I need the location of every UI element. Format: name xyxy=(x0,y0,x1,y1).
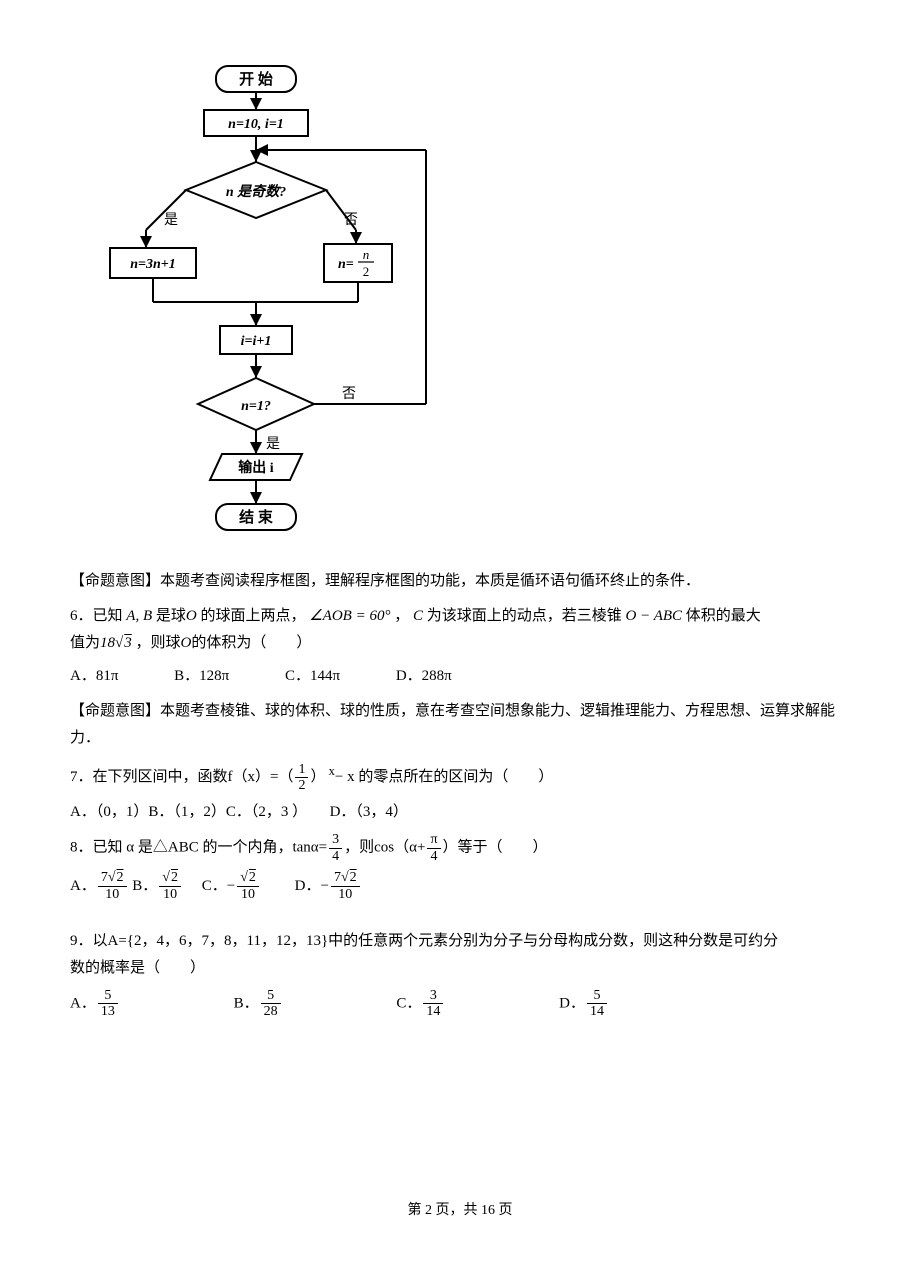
flow-init: n=10, i=1 xyxy=(228,117,284,132)
q6-options: A．81π B．128π C．144π D．288π xyxy=(70,663,850,690)
flow-decision1: n 是奇数? xyxy=(226,183,286,200)
q7: 7．在下列区间中，函数f（x）=（12） x− x 的零点所在的区间为（ ） xyxy=(70,760,850,793)
q5-explanation: 【命题意图】本题考查阅读程序框图，理解程序框图的功能，本质是循环语句循环终止的条… xyxy=(70,568,850,595)
svg-text:是: 是 xyxy=(266,437,280,452)
page-footer: 第 2 页，共 16 页 xyxy=(0,1198,920,1223)
q6: 6．已知 A, B 是球O 的球面上两点， ∠AOB = 60° ， C 为该球… xyxy=(70,603,850,657)
svg-text:否: 否 xyxy=(342,387,356,402)
q8-opt-a: A．7√210 xyxy=(70,878,129,894)
q9-opt-d: D．514 xyxy=(559,988,609,1020)
flow-start: 开 始 xyxy=(239,70,273,88)
q9-opt-c: C．314 xyxy=(396,988,445,1020)
q6-opt-c: C．144π xyxy=(285,663,340,690)
flow-decision2: n=1? xyxy=(241,399,271,414)
svg-text:是: 是 xyxy=(164,213,178,228)
svg-text:否: 否 xyxy=(344,213,358,228)
q9-options: A．513 B．528 C．314 D．514 xyxy=(70,988,850,1020)
svg-text:n=: n= xyxy=(338,257,354,272)
q9: 9．以A={2，4，6，7，8，11，12，13}中的任意两个元素分别为分子与分… xyxy=(70,928,850,982)
q8-options: A．7√210 B．√210 C．−√210 D．−7√210 xyxy=(70,870,850,902)
q8-opt-d: D．−7√210 xyxy=(265,878,362,894)
flow-end: 结 束 xyxy=(239,508,274,526)
q9-opt-a: A．513 xyxy=(70,988,120,1020)
svg-text:n: n xyxy=(363,247,370,262)
flow-step: i=i+1 xyxy=(241,334,272,349)
svg-text:2: 2 xyxy=(363,264,370,279)
q6-opt-d: D．288π xyxy=(396,663,452,690)
flowchart: 开 始 n=10, i=1 n 是奇数? 是 否 n=3n+1 n= n 2 xyxy=(106,60,850,550)
flow-left: n=3n+1 xyxy=(130,257,176,272)
q6-opt-b: B．128π xyxy=(174,663,229,690)
q6-explanation: 【命题意图】本题考查棱锥、球的体积、球的性质，意在考查空间想象能力、逻辑推理能力… xyxy=(70,698,850,752)
q8-opt-b: B．√210 xyxy=(132,878,183,894)
q6-opt-a: A．81π xyxy=(70,663,118,690)
flow-output: 输出 i xyxy=(238,459,273,476)
q8-opt-c: C．−√210 xyxy=(187,878,261,894)
q7-options: A．（0，1）B．（1，2）C．（2，3 ） D．（3，4） xyxy=(70,799,850,826)
q9-opt-b: B．528 xyxy=(234,988,283,1020)
q8: 8．已知 α 是△ABC 的一个内角，tanα=34，则cos（α+π4）等于（… xyxy=(70,832,850,864)
